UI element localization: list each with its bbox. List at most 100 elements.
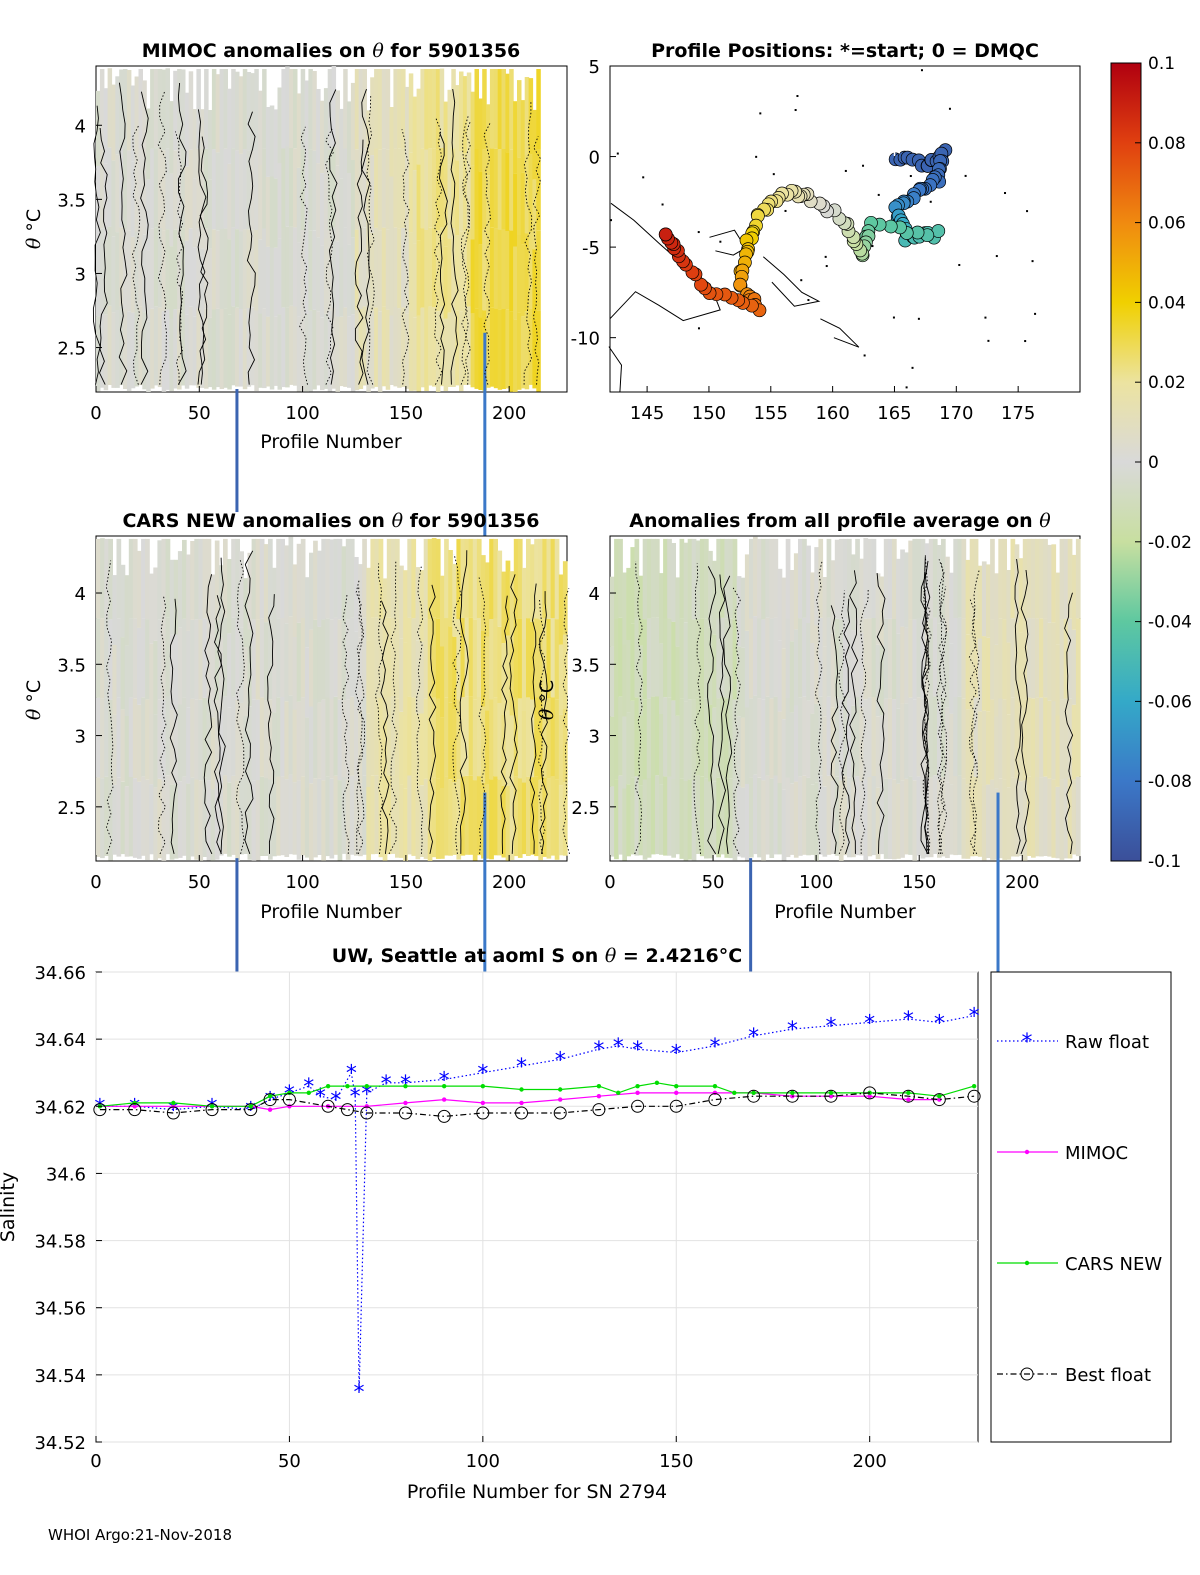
heat-cell (420, 69, 425, 149)
heat-cell (716, 538, 721, 619)
heat-cell (843, 697, 848, 777)
heat-cell (916, 697, 922, 777)
heat-cell (462, 230, 468, 308)
heat-cell (362, 69, 367, 149)
heat-cell (370, 310, 375, 389)
footer-stamp: WHOI Argo:21-Nov-2018 (48, 1526, 232, 1544)
heat-cell (892, 538, 897, 619)
x-tick-label: 175 (1001, 403, 1035, 424)
heat-cell (618, 538, 623, 618)
x-tick-label: 0 (90, 872, 101, 893)
heat-cell (407, 775, 412, 855)
heat-cell (173, 70, 178, 151)
heat-cell (317, 626, 322, 703)
heat-cell (806, 545, 811, 623)
heat-cell (370, 77, 375, 156)
best-float-marker (967, 1089, 981, 1103)
heat-cell (378, 698, 384, 778)
heat-cell (208, 179, 213, 249)
mimoc-anomaly-field (96, 66, 541, 597)
heat-cell (932, 696, 938, 776)
heat-cell (296, 317, 302, 392)
heat-cell (211, 229, 217, 310)
heat-cell (973, 697, 979, 777)
contour-line (140, 91, 149, 385)
best-float-marker (244, 1103, 258, 1117)
heat-cell (440, 646, 445, 718)
heat-cell (126, 150, 132, 231)
contour-line (876, 573, 886, 854)
heat-cell (173, 229, 178, 310)
heat-cell (489, 148, 495, 228)
point-marker (519, 1100, 524, 1106)
anomaly-streak (235, 858, 239, 988)
raw-float-marker: * (671, 1042, 682, 1067)
heat-cell (777, 568, 783, 641)
heat-cell (618, 775, 623, 855)
heat-cell (190, 541, 195, 620)
heat-cell (941, 697, 946, 777)
heat-cell (420, 228, 425, 308)
heat-cell (554, 538, 560, 620)
heat-cell (1014, 700, 1020, 779)
heat-cell (838, 619, 844, 700)
mimoc-xlabel: Profile Number (260, 431, 402, 453)
heat-cell (149, 643, 154, 714)
heat-cell (435, 149, 441, 231)
heat-cell (325, 697, 331, 777)
heat-cell (408, 152, 414, 233)
heat-cell (134, 154, 140, 232)
salinity-panel: UW, Seattle at aoml S on θ = 2.4216°C * *… (0, 945, 981, 1503)
heat-cell (300, 776, 306, 856)
heat-cell (464, 696, 470, 776)
heat-cell (276, 697, 281, 777)
heat-cell (325, 538, 331, 619)
heat-cell (323, 88, 329, 164)
heat-cell (335, 90, 340, 166)
heat-cell (695, 618, 701, 698)
heat-cell (867, 618, 873, 698)
heat-cell (798, 618, 803, 698)
heat-cell (407, 696, 412, 776)
heat-cell (528, 154, 534, 232)
heat-cell (455, 85, 460, 161)
y-tick-label: 34.6 (46, 1164, 86, 1185)
heat-cell (642, 619, 648, 700)
heat-cell (1010, 538, 1016, 619)
heat-cell (443, 246, 449, 319)
heat-cell (420, 148, 425, 229)
best-float-marker (166, 1106, 180, 1120)
heat-cell (781, 577, 787, 649)
heat-cell (389, 246, 394, 316)
heat-cell (235, 71, 240, 151)
heat-cell (699, 776, 705, 857)
heat-cell (312, 150, 317, 231)
heat-cell (231, 538, 236, 618)
heat-cell (238, 76, 244, 154)
heat-cell (724, 618, 730, 699)
heat-cell (513, 173, 518, 247)
heat-cell (235, 699, 240, 781)
heat-cell (532, 318, 537, 389)
legend-label: CARS NEW (1065, 1254, 1162, 1275)
x-tick-label: 145 (630, 403, 664, 424)
heat-cell (374, 307, 379, 387)
heat-cell (331, 308, 337, 389)
x-tick-label: 155 (754, 403, 788, 424)
heat-cell (120, 564, 126, 638)
heat-cell (489, 307, 495, 387)
heat-cell (374, 148, 379, 228)
heat-cell (822, 646, 828, 717)
heat-cell (254, 149, 259, 230)
heat-cell (316, 311, 321, 386)
heat-cell (826, 696, 832, 776)
heat-cell (111, 236, 116, 313)
heat-cell (439, 148, 445, 228)
heat-cell (859, 632, 864, 708)
heat-cell (517, 778, 523, 858)
heat-cell (524, 311, 530, 390)
heat-cell (284, 623, 290, 702)
heat-cell (736, 716, 742, 787)
heat-cell (802, 617, 807, 697)
heat-cell (296, 242, 302, 317)
